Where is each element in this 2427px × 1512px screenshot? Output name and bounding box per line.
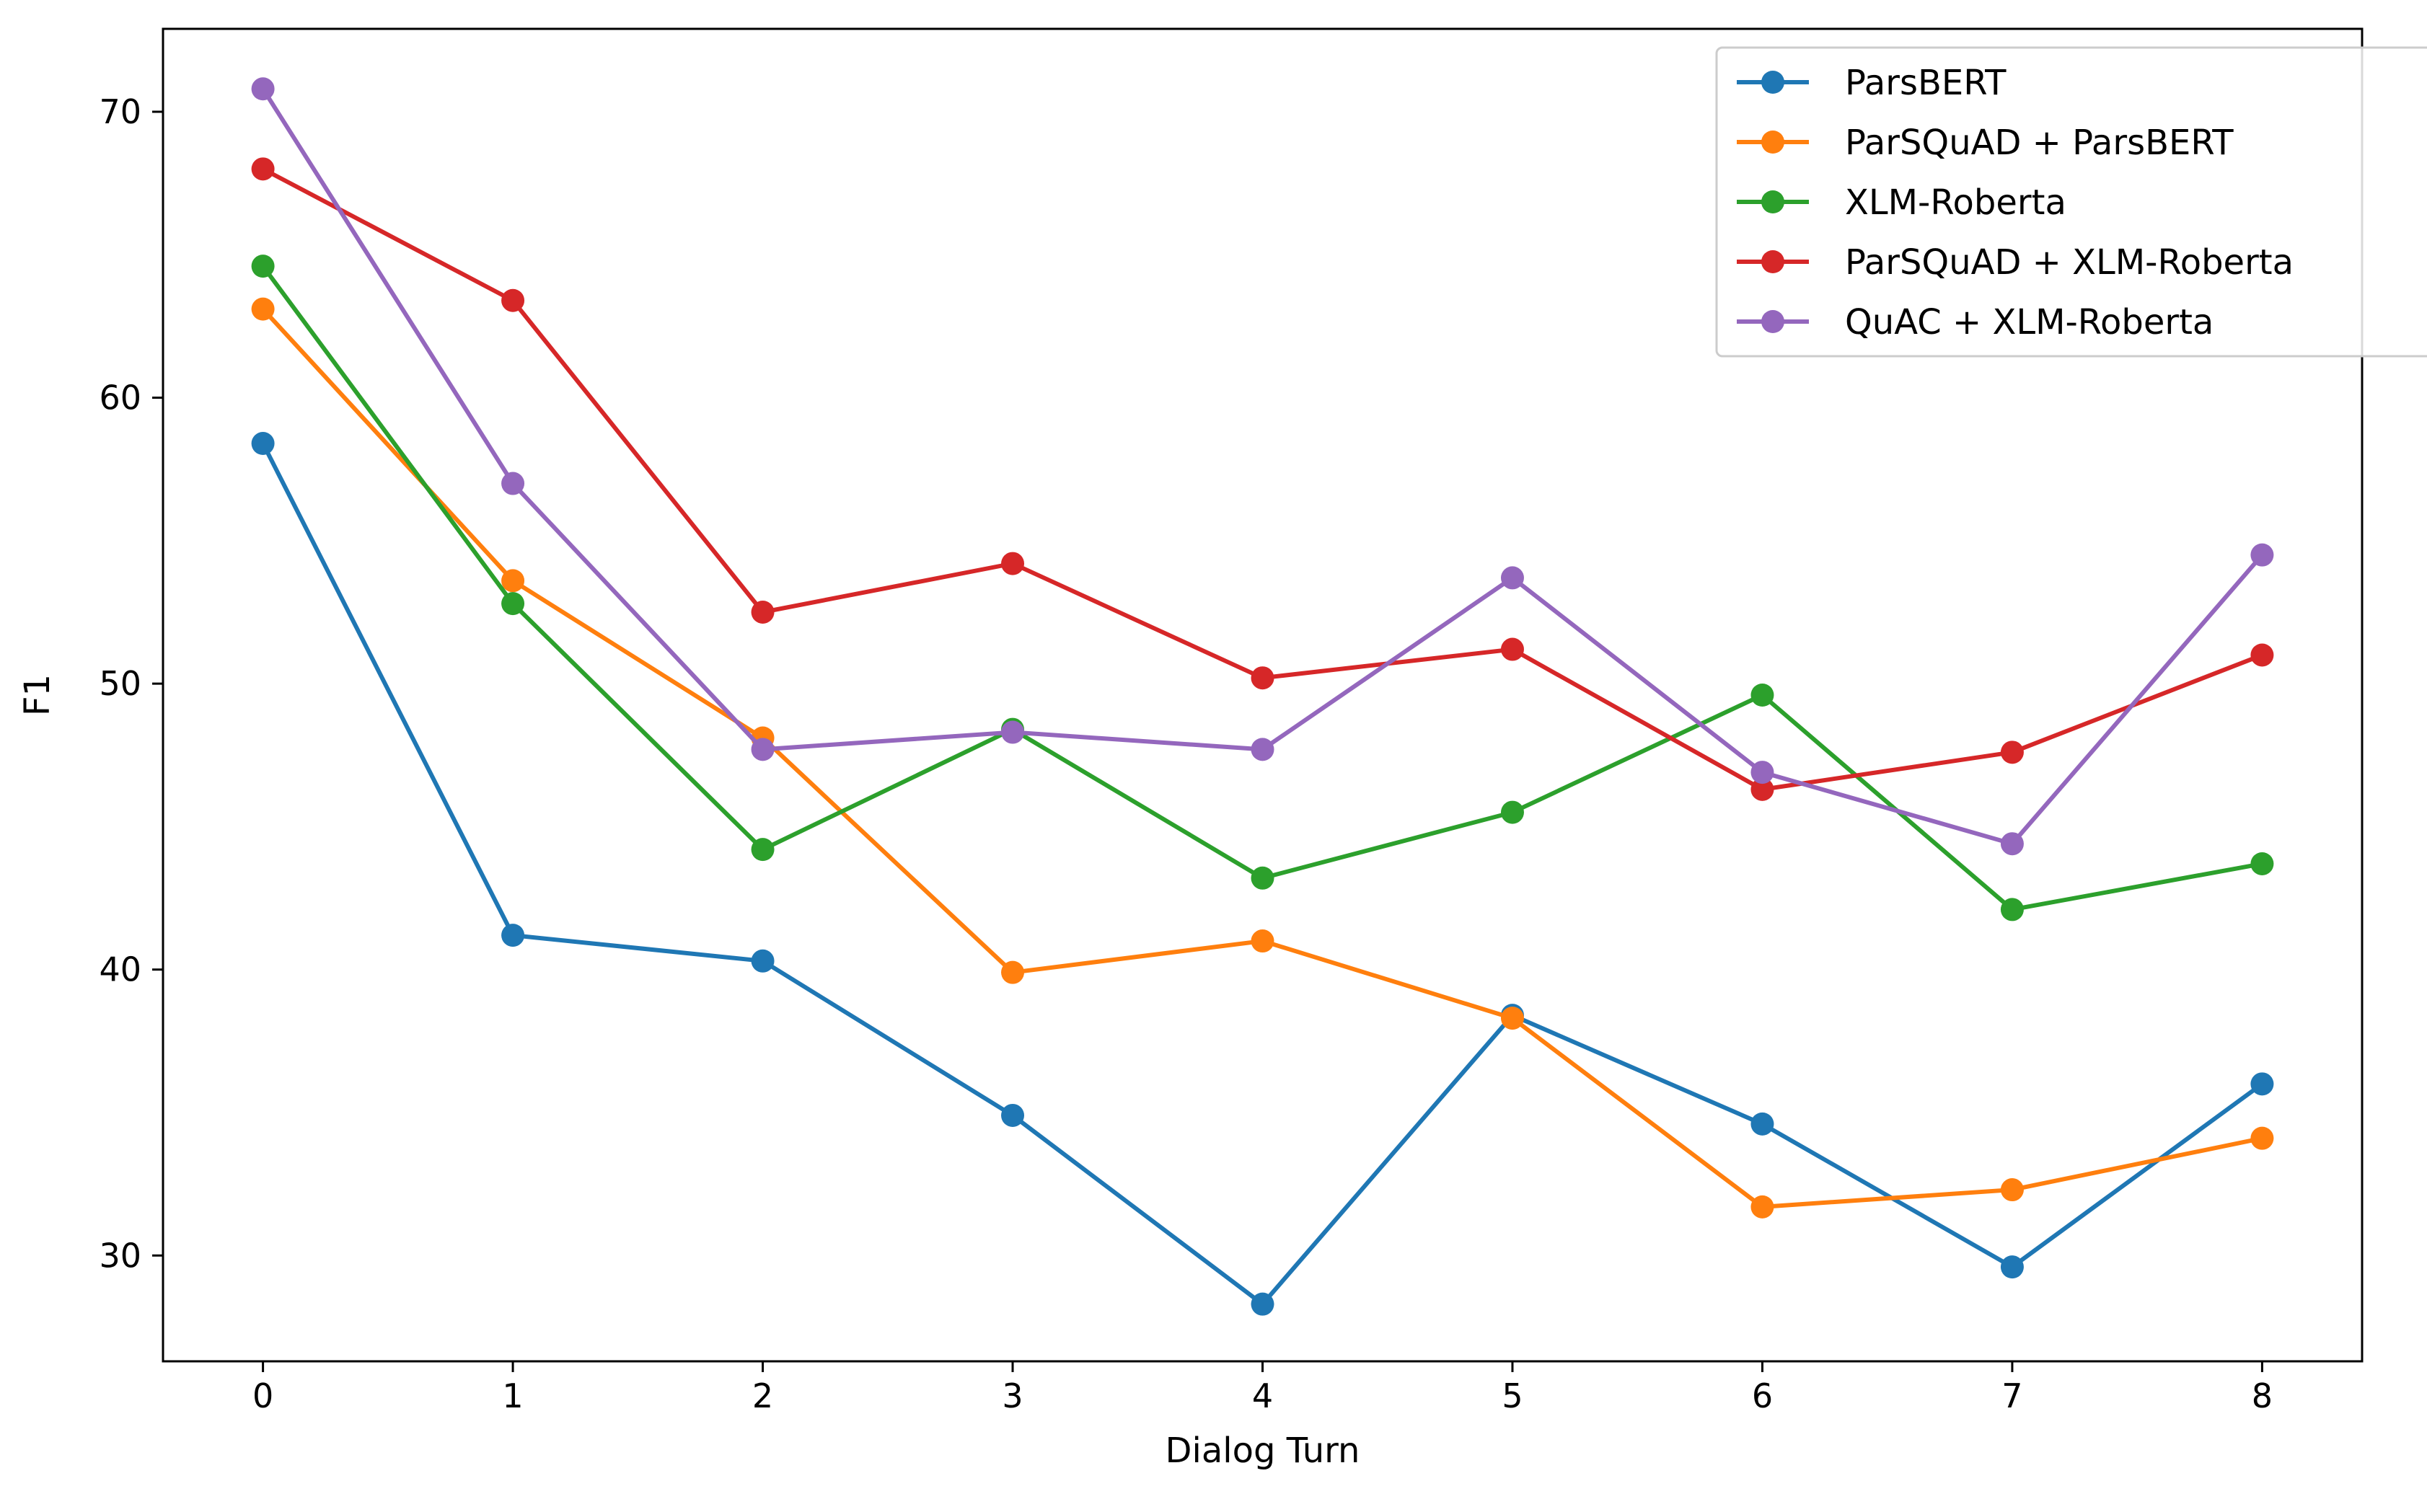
legend-item: ParSQuAD + XLM-Roberta	[1737, 242, 2294, 283]
data-point	[2000, 832, 2024, 856]
legend-marker	[1761, 71, 1784, 94]
data-point	[251, 157, 275, 181]
data-point	[1251, 866, 1274, 890]
x-axis-label: Dialog Turn	[1166, 1431, 1360, 1471]
legend-item: QuAC + XLM-Roberta	[1737, 302, 2214, 342]
data-point	[1251, 666, 1274, 690]
data-point	[1750, 777, 1774, 801]
data-point	[501, 569, 525, 593]
data-point	[2000, 1255, 2024, 1279]
x-axis: 0 1 2 3 4 5 6 7 8	[252, 1361, 2273, 1415]
data-point	[251, 77, 275, 101]
data-point	[751, 949, 775, 973]
legend-label: ParSQuAD + ParsBERT	[1845, 123, 2234, 163]
data-point	[2250, 543, 2274, 567]
x-tick-label: 7	[2001, 1376, 2022, 1415]
data-point	[1251, 1292, 1274, 1316]
plot-series	[251, 77, 2274, 1316]
legend: ParsBERT ParSQuAD + ParsBERT XLM-Roberta Pa…	[1715, 46, 2427, 358]
y-tick-label: 50	[99, 664, 141, 703]
legend-item: ParSQuAD + ParsBERT	[1737, 123, 2234, 163]
legend-item: XLM-Roberta	[1737, 182, 2066, 223]
series-3	[251, 157, 2274, 801]
data-point	[1001, 960, 1025, 984]
data-point	[2000, 1178, 2024, 1202]
x-tick-label: 3	[1002, 1376, 1023, 1415]
x-tick-label: 0	[252, 1376, 273, 1415]
data-point	[2250, 852, 2274, 875]
x-tick-label: 1	[502, 1376, 523, 1415]
data-point	[1001, 552, 1025, 575]
x-tick-label: 4	[1252, 1376, 1273, 1415]
data-point	[501, 288, 525, 312]
legend-label: QuAC + XLM-Roberta	[1845, 302, 2214, 342]
series-4	[251, 77, 2274, 856]
data-point	[1001, 1103, 1025, 1127]
legend-marker	[1761, 310, 1784, 333]
y-tick-label: 70	[99, 92, 141, 131]
data-point	[1500, 637, 1524, 661]
data-point	[251, 255, 275, 278]
y-axis-label: F1	[17, 674, 58, 716]
legend-label: ParsBERT	[1845, 63, 2007, 103]
data-point	[751, 600, 775, 624]
data-point	[2250, 1126, 2274, 1150]
data-point	[751, 838, 775, 862]
data-point	[2250, 643, 2274, 667]
data-point	[2250, 1072, 2274, 1096]
legend-item: ParsBERT	[1737, 63, 2007, 103]
data-point	[251, 432, 275, 456]
x-tick-label: 2	[752, 1376, 773, 1415]
data-point	[1251, 929, 1274, 953]
x-tick-label: 5	[1502, 1376, 1523, 1415]
data-point	[1500, 566, 1524, 590]
legend-marker	[1761, 250, 1784, 273]
legend-marker	[1761, 131, 1784, 154]
data-point	[1500, 1007, 1524, 1030]
data-point	[251, 297, 275, 321]
y-tick-label: 60	[99, 379, 141, 417]
legend-box	[1715, 46, 2427, 358]
data-point	[1750, 761, 1774, 784]
x-tick-label: 8	[2252, 1376, 2273, 1415]
data-point	[501, 472, 525, 495]
legend-label: ParSQuAD + XLM-Roberta	[1845, 242, 2294, 283]
data-point	[1750, 1112, 1774, 1136]
data-point	[1750, 684, 1774, 707]
x-tick-label: 6	[1752, 1376, 1773, 1415]
data-point	[501, 924, 525, 947]
data-point	[1500, 800, 1524, 824]
y-tick-label: 40	[99, 950, 141, 989]
data-point	[1001, 720, 1025, 744]
data-point	[1750, 1195, 1774, 1219]
data-point	[2000, 898, 2024, 921]
y-tick-label: 30	[99, 1236, 141, 1275]
data-point	[751, 738, 775, 761]
data-point	[501, 592, 525, 616]
legend-label: XLM-Roberta	[1845, 182, 2066, 223]
data-point	[2000, 740, 2024, 764]
y-axis: 30 40 50 60 70	[99, 92, 163, 1275]
data-point	[1251, 738, 1274, 761]
legend-marker	[1761, 190, 1784, 213]
